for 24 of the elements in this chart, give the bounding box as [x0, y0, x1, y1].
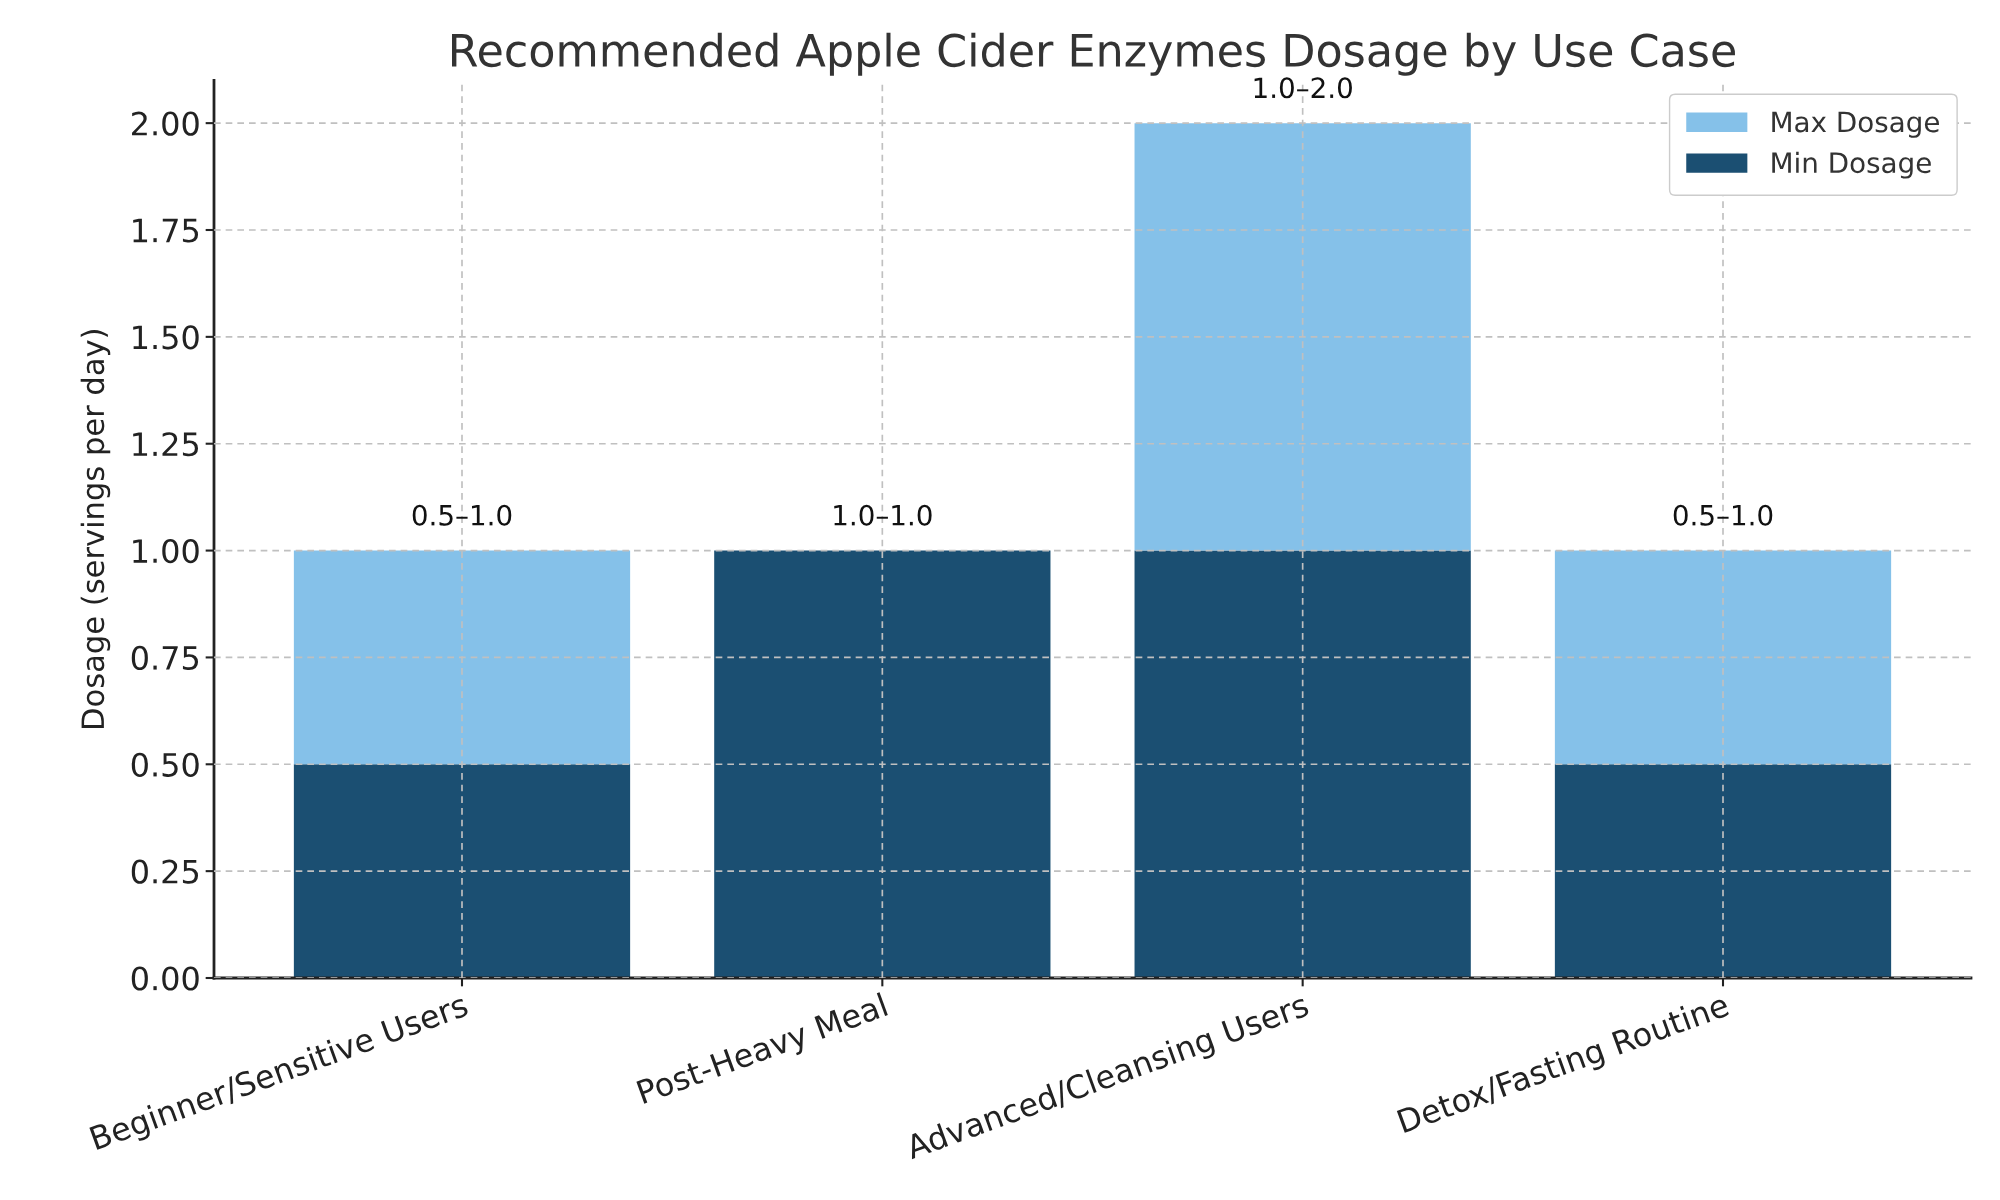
legend-label: Min Dosage	[1772, 151, 1931, 179]
bar	[293, 550, 631, 765]
total-label: 1.0–1.0	[834, 504, 932, 526]
y-tick-label: 2.00	[132, 111, 199, 136]
y-tick-label: 0.50	[131, 752, 199, 777]
total-label: 1.0–2.0	[1254, 77, 1352, 99]
y-tick-label: 1.00	[133, 539, 199, 564]
y-axis-title: Dosage (servings per day)	[80, 330, 111, 728]
bar	[1134, 123, 1471, 551]
total-label: 0.5–1.0	[412, 504, 512, 526]
bar	[1134, 550, 1471, 978]
y-tick-label: 1.25	[133, 432, 199, 457]
y-tick-label: 0.00	[131, 966, 199, 991]
y-tick-label: 0.25	[131, 859, 199, 884]
bar	[1554, 550, 1892, 765]
chart-title: Recommended Apple Cider Enzymes Dosage by Use Case	[452, 32, 1735, 76]
bar	[1554, 764, 1892, 978]
legend-label: Max Dosage	[1772, 111, 1939, 138]
total-label: 0.5–1.0	[1673, 504, 1773, 526]
bar	[293, 764, 631, 978]
y-tick-label: 1.75	[133, 218, 199, 243]
bar	[714, 550, 1051, 978]
y-tick-label: 1.50	[133, 325, 199, 350]
y-tick-label: 0.75	[131, 645, 199, 671]
